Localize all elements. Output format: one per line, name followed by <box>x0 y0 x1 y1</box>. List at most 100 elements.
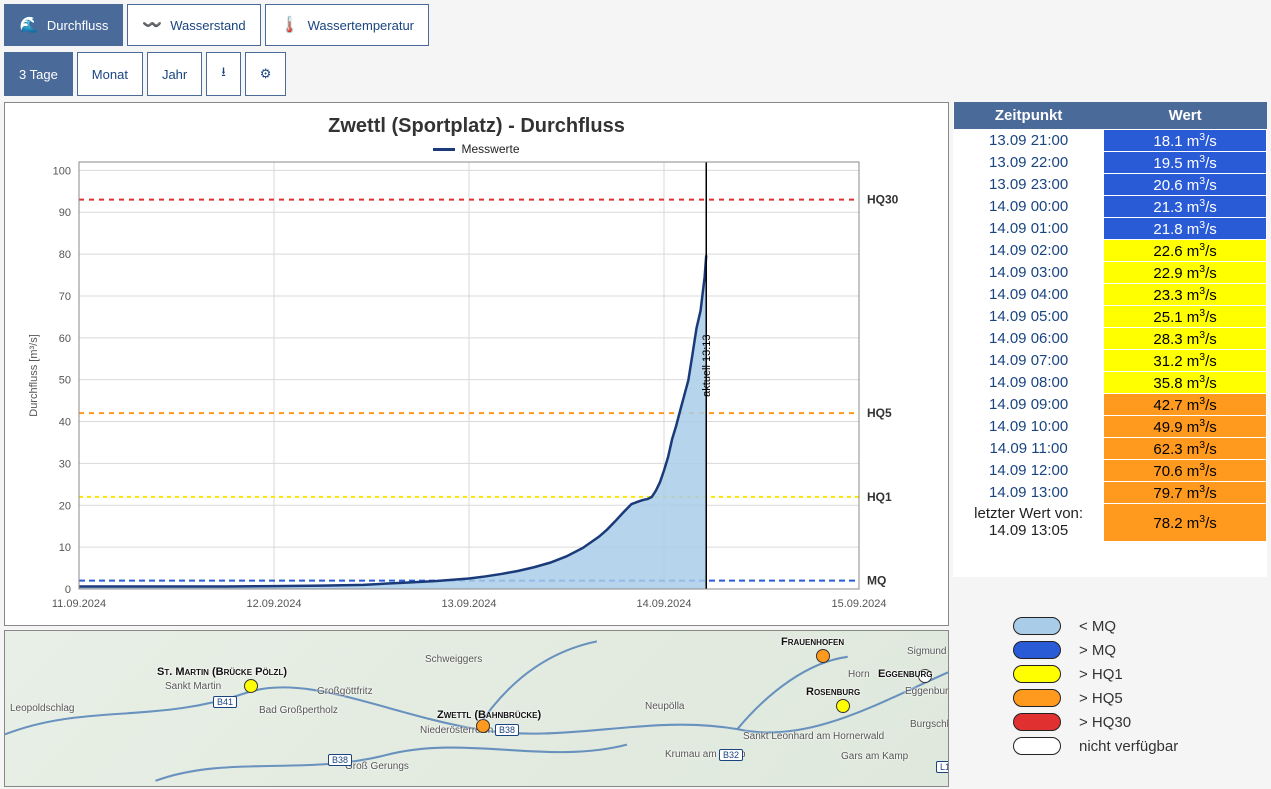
map-place-label: Großgöttfritz <box>317 686 373 697</box>
legend-label: > MQ <box>1079 642 1116 659</box>
map-place-label: Sankt Leonhard am Hornerwald <box>743 731 884 742</box>
svg-text:100: 100 <box>53 165 71 177</box>
svg-text:40: 40 <box>59 417 71 429</box>
values-table: Zeitpunkt Wert 13.09 21:0018.1 m3/s13.09… <box>953 102 1267 542</box>
threshold-label-HQ30: HQ30 <box>867 193 899 207</box>
cell-latest-value: 78.2 m3/s <box>1104 504 1267 542</box>
current-marker-label: aktuell 13:13 <box>701 334 713 396</box>
cell-time: 14.09 13:00 <box>954 482 1104 504</box>
cell-time: 13.09 23:00 <box>954 174 1104 196</box>
legend-item: < MQ <box>1013 617 1257 635</box>
tab-durchfluss[interactable]: 🌊 Durchfluss <box>4 4 123 46</box>
station-label[interactable]: Zwettl (Bahnbrücke) <box>437 709 541 721</box>
cell-value: 22.9 m3/s <box>1104 262 1267 284</box>
map-place-label: Eggenburg <box>905 686 949 697</box>
table-row: 13.09 23:0020.6 m3/s <box>954 174 1267 196</box>
table-row: 14.09 01:0021.8 m3/s <box>954 218 1267 240</box>
station-marker[interactable] <box>476 719 490 733</box>
legend-swatch <box>1013 713 1061 731</box>
tool-settings[interactable]: ⚙ <box>245 52 287 96</box>
col-time: Zeitpunkt <box>954 102 1104 130</box>
cell-time: 14.09 03:00 <box>954 262 1104 284</box>
durchfluss-icon: 🌊 <box>19 15 39 35</box>
legend-swatch <box>1013 641 1061 659</box>
station-label[interactable]: Eggenburg <box>878 668 932 680</box>
map-place-label: Leopoldschlag <box>10 703 75 714</box>
cell-value: 21.3 m3/s <box>1104 196 1267 218</box>
tool-3tage[interactable]: 3 Tage <box>4 52 73 96</box>
chart-series-label: Messwerte <box>461 142 519 156</box>
tool-jahr[interactable]: Jahr <box>147 52 202 96</box>
map-place-label: Groß Gerungs <box>345 761 409 772</box>
station-label[interactable]: Rosenburg <box>806 686 860 698</box>
map-place-label: Gars am Kamp <box>841 751 908 762</box>
cell-value: 19.5 m3/s <box>1104 152 1267 174</box>
station-marker[interactable] <box>836 699 850 713</box>
tool-download[interactable]: ⭳ <box>206 52 241 96</box>
cell-time: 14.09 05:00 <box>954 306 1104 328</box>
table-row: 14.09 11:0062.3 m3/s <box>954 438 1267 460</box>
svg-text:14.09.2024: 14.09.2024 <box>636 598 691 610</box>
legend-item: > MQ <box>1013 641 1257 659</box>
cell-value: 22.6 m3/s <box>1104 240 1267 262</box>
threshold-label-HQ1: HQ1 <box>867 490 892 504</box>
cell-time: 14.09 01:00 <box>954 218 1104 240</box>
legend-label: > HQ5 <box>1079 690 1123 707</box>
svg-text:13.09.2024: 13.09.2024 <box>441 598 496 610</box>
table-row: 14.09 13:0079.7 m3/s <box>954 482 1267 504</box>
map-panel[interactable]: Sankt MartinGroßgöttfritzBad Großperthol… <box>4 630 949 787</box>
col-value: Wert <box>1104 102 1267 130</box>
tab-wassertemperatur[interactable]: 🌡️ Wassertemperatur <box>265 4 429 46</box>
station-marker[interactable] <box>816 649 830 663</box>
table-row: 13.09 22:0019.5 m3/s <box>954 152 1267 174</box>
road-badge: L1 <box>936 761 949 773</box>
table-row: 13.09 21:0018.1 m3/s <box>954 130 1267 152</box>
svg-text:50: 50 <box>59 375 71 387</box>
road-badge: B38 <box>495 724 519 736</box>
map-place-label: Sankt Martin <box>165 681 221 692</box>
tab-label: Durchfluss <box>47 18 108 33</box>
wasserstand-icon: 〰️ <box>142 15 162 35</box>
tab-wasserstand[interactable]: 〰️ Wasserstand <box>127 4 260 46</box>
chart-svg[interactable]: 010203040506070809010011.09.202412.09.20… <box>23 156 931 621</box>
svg-text:20: 20 <box>59 500 71 512</box>
cell-value: 18.1 m3/s <box>1104 130 1267 152</box>
values-table-scroll[interactable]: Zeitpunkt Wert 13.09 21:0018.1 m3/s13.09… <box>953 102 1267 577</box>
map-place-label: Horn <box>848 669 870 680</box>
table-row-latest: letzter Wert von:14.09 13:0578.2 m3/s <box>954 504 1267 542</box>
svg-text:15.09.2024: 15.09.2024 <box>831 598 886 610</box>
road-badge: B41 <box>213 696 237 708</box>
cell-value: 70.6 m3/s <box>1104 460 1267 482</box>
cell-time: 14.09 11:00 <box>954 438 1104 460</box>
legend-item: nicht verfügbar <box>1013 737 1257 755</box>
legend-item: > HQ1 <box>1013 665 1257 683</box>
table-row: 14.09 07:0031.2 m3/s <box>954 350 1267 372</box>
station-label[interactable]: Frauenhofen <box>781 636 844 648</box>
station-marker[interactable] <box>244 679 258 693</box>
cell-time: 14.09 06:00 <box>954 328 1104 350</box>
cell-time: 14.09 10:00 <box>954 416 1104 438</box>
station-label[interactable]: St. Martin (Brücke Pölzl) <box>157 666 287 678</box>
map-place-label: Neupölla <box>645 701 684 712</box>
cell-time: 14.09 07:00 <box>954 350 1104 372</box>
svg-text:0: 0 <box>65 584 71 596</box>
map-place-label: Burgschl <box>910 719 949 730</box>
cell-time: 14.09 00:00 <box>954 196 1104 218</box>
cell-value: 28.3 m3/s <box>1104 328 1267 350</box>
legend-label: > HQ30 <box>1079 714 1131 731</box>
table-row: 14.09 02:0022.6 m3/s <box>954 240 1267 262</box>
table-row: 14.09 00:0021.3 m3/s <box>954 196 1267 218</box>
cell-value: 62.3 m3/s <box>1104 438 1267 460</box>
cell-value: 25.1 m3/s <box>1104 306 1267 328</box>
svg-text:11.09.2024: 11.09.2024 <box>52 598 106 610</box>
legend-panel: < MQ > MQ > HQ1 > HQ5 > HQ30 nicht verfügbar <box>953 577 1267 771</box>
tab-label: Wasserstand <box>170 18 245 33</box>
tab-label: Wassertemperatur <box>308 18 414 33</box>
chart-panel: Zwettl (Sportplatz) - Durchfluss Messwer… <box>4 102 949 626</box>
legend-swatch <box>1013 689 1061 707</box>
wassertemperatur-icon: 🌡️ <box>280 15 300 35</box>
legend-item: > HQ30 <box>1013 713 1257 731</box>
chart-series-legend: Messwerte <box>23 142 930 156</box>
tool-monat[interactable]: Monat <box>77 52 143 96</box>
map-place-label: Schweiggers <box>425 654 482 665</box>
